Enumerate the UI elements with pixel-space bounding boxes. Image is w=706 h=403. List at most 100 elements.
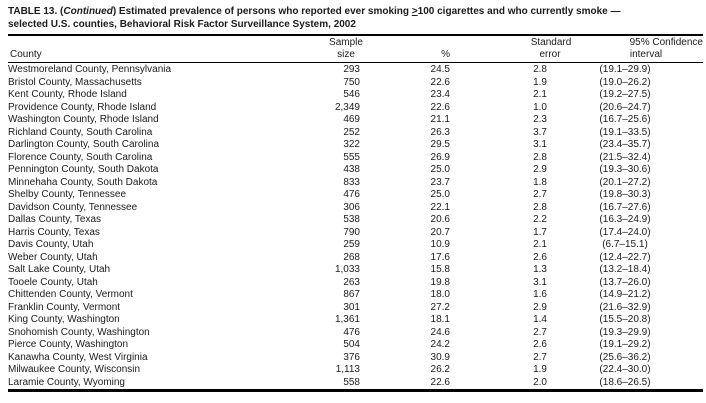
cell-sample: 263 bbox=[343, 276, 360, 288]
cell-pct: 26.3 bbox=[430, 126, 450, 138]
cell-pct: 24.5 bbox=[430, 64, 450, 75]
cell-se: 2.7 bbox=[533, 189, 547, 200]
cell-county: Providence County, Rhode Island bbox=[8, 101, 157, 113]
cell-pct: 27.2 bbox=[430, 301, 450, 313]
table-row: Pierce County, Washington 504 24.2 2.6 (19.1… bbox=[8, 339, 703, 352]
cell-pct: 22.6 bbox=[430, 376, 450, 388]
column-header-county: County bbox=[10, 49, 42, 60]
cell-se: 2.2 bbox=[533, 214, 547, 225]
cell-county: Laramie County, Wyoming bbox=[8, 376, 125, 388]
cell-se: 1.7 bbox=[533, 226, 547, 238]
cell-se: 2.1 bbox=[533, 239, 547, 250]
cell-county: Tooele County, Utah bbox=[8, 276, 98, 288]
table-body: Westmoreland County, Pennsylvania 293 24.5… bbox=[8, 64, 703, 389]
cell-ci: (13.2–18.4) bbox=[599, 264, 651, 275]
column-header-sample-line1: Sample bbox=[329, 37, 363, 48]
cell-se: 2.9 bbox=[533, 301, 547, 313]
cell-county: Washington County, Rhode Island bbox=[8, 114, 159, 125]
cell-ci: (12.4–22.7) bbox=[599, 251, 651, 263]
cell-se: 1.9 bbox=[533, 364, 547, 375]
cell-ci: (19.3–29.9) bbox=[599, 326, 651, 338]
column-header-stderr-line1: Standard bbox=[530, 37, 572, 48]
cell-pct: 22.1 bbox=[430, 201, 450, 213]
cell-ci: (19.1–33.5) bbox=[599, 126, 651, 138]
table-title-text: ) Estimated prevalence of persons who re… bbox=[112, 6, 412, 17]
cell-sample: 538 bbox=[343, 214, 360, 225]
table-row: Davidson County, Tennessee 306 22.1 2.8 (16.… bbox=[8, 202, 703, 215]
cell-se: 2.1 bbox=[533, 89, 547, 100]
table-title-prefix: TABLE 13. ( bbox=[8, 6, 64, 17]
cell-ci: (16.7–25.6) bbox=[599, 114, 651, 125]
cell-sample: 833 bbox=[343, 176, 360, 188]
cell-ci: (19.2–27.5) bbox=[599, 89, 651, 100]
cell-pct: 18.1 bbox=[430, 314, 450, 325]
cell-pct: 10.9 bbox=[430, 239, 450, 250]
cell-ci: (6.7–15.1) bbox=[602, 239, 648, 250]
cell-se: 2.7 bbox=[533, 351, 547, 363]
cell-sample: 376 bbox=[343, 351, 360, 363]
cell-ci: (15.5–20.8) bbox=[599, 314, 651, 325]
table-title: TABLE 13. (Continued) Estimated prevalen… bbox=[8, 5, 704, 31]
cell-pct: 25.0 bbox=[430, 189, 450, 200]
gte-symbol: > bbox=[411, 6, 418, 17]
cell-ci: (16.7–27.6) bbox=[599, 201, 651, 213]
title-rule bbox=[8, 33, 703, 36]
cell-pct: 26.9 bbox=[430, 151, 450, 163]
cell-sample: 476 bbox=[343, 326, 360, 338]
cell-se: 1.3 bbox=[533, 264, 547, 275]
column-header-sample-line2: size bbox=[337, 49, 355, 60]
cell-pct: 18.0 bbox=[430, 289, 450, 300]
cell-county: Franklin County, Vermont bbox=[8, 301, 121, 313]
cell-county: Davis County, Utah bbox=[8, 239, 94, 250]
table-row: Weber County, Utah 268 17.6 2.6 (12.4–22.7) bbox=[8, 252, 703, 265]
cell-ci: (19.3–30.6) bbox=[599, 164, 651, 175]
cell-pct: 22.6 bbox=[430, 101, 450, 113]
cell-county: Kanawha County, West Virginia bbox=[8, 351, 148, 363]
table-title-rest: 100 cigarettes and who currently smoke — bbox=[417, 6, 621, 17]
cell-county: Salt Lake County, Utah bbox=[8, 264, 111, 275]
cell-pct: 17.6 bbox=[430, 251, 450, 263]
cell-ci: (16.3–24.9) bbox=[599, 214, 651, 225]
cell-sample: 555 bbox=[343, 151, 360, 163]
cell-ci: (17.4–24.0) bbox=[599, 226, 651, 238]
table-row: Salt Lake County, Utah 1,033 15.8 1.3 (13.2–… bbox=[8, 264, 703, 277]
cell-county: Westmoreland County, Pennsylvania bbox=[8, 64, 172, 75]
cell-pct: 29.5 bbox=[430, 139, 450, 150]
cell-county: Chittenden County, Vermont bbox=[8, 289, 133, 300]
cell-sample: 268 bbox=[343, 251, 360, 263]
cell-se: 2.0 bbox=[533, 376, 547, 388]
bottom-rule bbox=[8, 389, 703, 392]
table-row: Milwaukee County, Wisconsin 1,113 26.2 1.9 (… bbox=[8, 364, 703, 377]
table-row: Shelby County, Tennessee 476 25.0 2.7 (19.8–… bbox=[8, 189, 703, 202]
table-row: King County, Washington 1,361 18.1 1.4 (15.5… bbox=[8, 314, 703, 327]
cell-sample: 306 bbox=[343, 201, 360, 213]
cell-county: Shelby County, Tennessee bbox=[8, 189, 127, 200]
table-row: Davis County, Utah 259 10.9 2.1 (6.7–15.1) bbox=[8, 239, 703, 252]
cell-county: King County, Washington bbox=[8, 314, 120, 325]
cell-sample: 469 bbox=[343, 114, 360, 125]
table-row: Providence County, Rhode Island 2,349 22.6… bbox=[8, 102, 703, 115]
cell-pct: 20.6 bbox=[430, 214, 450, 225]
cell-county: Richland County, South Carolina bbox=[8, 126, 153, 138]
cell-se: 2.6 bbox=[533, 339, 547, 350]
cell-pct: 23.4 bbox=[430, 89, 450, 100]
cell-sample: 2,349 bbox=[334, 101, 360, 113]
cell-ci: (13.7–26.0) bbox=[599, 276, 651, 288]
column-header-stderr-line2: error bbox=[539, 49, 561, 60]
table-row: Washington County, Rhode Island 469 21.1 2.… bbox=[8, 114, 703, 127]
cell-se: 1.0 bbox=[533, 101, 547, 113]
cell-se: 2.7 bbox=[533, 326, 547, 338]
cell-county: Milwaukee County, Wisconsin bbox=[8, 364, 141, 375]
cell-ci: (19.8–30.3) bbox=[599, 189, 651, 200]
cell-pct: 20.7 bbox=[430, 226, 450, 238]
cell-county: Dallas County, Texas bbox=[8, 214, 102, 225]
cell-county: Minnehaha County, South Dakota bbox=[8, 176, 158, 188]
cell-ci: (19.0–26.2) bbox=[599, 76, 651, 88]
column-header-ci-line1: 95% Confidence bbox=[629, 37, 703, 48]
cell-sample: 558 bbox=[343, 376, 360, 388]
cell-county: Florence County, South Carolina bbox=[8, 151, 153, 163]
cell-sample: 1,361 bbox=[334, 314, 360, 325]
cell-sample: 790 bbox=[343, 226, 360, 238]
cell-sample: 322 bbox=[343, 139, 360, 150]
